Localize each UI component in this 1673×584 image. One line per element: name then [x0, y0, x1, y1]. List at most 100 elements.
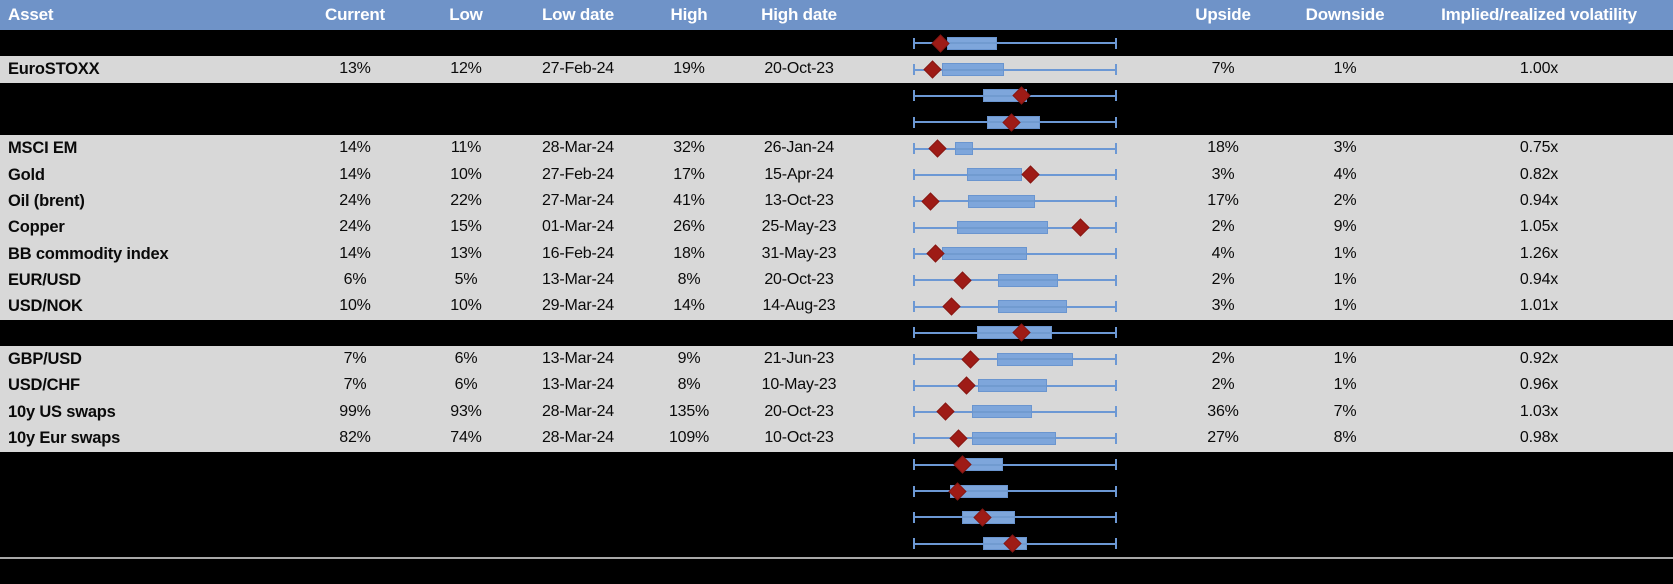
implied-realized-volatility-cell: 1.01x	[1519, 297, 1559, 315]
asset-name-cell	[8, 478, 290, 504]
column-header-current: Current	[325, 5, 385, 24]
high-date-cell	[743, 109, 855, 135]
column-header-implied-realized-volatility: Implied/realized volatility	[1441, 5, 1637, 24]
low-date-cell: 13-Mar-24	[541, 271, 614, 289]
volatility-range-boxplot	[913, 346, 1117, 372]
current-cell	[300, 320, 410, 346]
range-box	[957, 221, 1049, 235]
whisker-cap-left	[913, 274, 915, 286]
high-cell: 17%	[673, 165, 705, 183]
asset-name-cell: Copper	[8, 218, 65, 237]
whisker-line	[913, 463, 1117, 466]
low-cell	[411, 320, 521, 346]
high-date-cell: 10-Oct-23	[764, 429, 834, 447]
asset-name-cell: BB commodity index	[8, 244, 169, 263]
high-cell: 8%	[677, 376, 701, 394]
whisker-cap-right	[1115, 90, 1117, 102]
low-cell	[411, 531, 521, 557]
high-date-cell	[743, 504, 855, 530]
median-line	[958, 226, 1048, 229]
current-value-diamond-marker	[942, 297, 961, 316]
volatility-range-boxplot	[913, 214, 1117, 240]
upside-cell: 2%	[1211, 376, 1235, 394]
low-date-cell: 01-Mar-24	[541, 218, 614, 236]
high-date-cell	[743, 320, 855, 346]
high-cell: 8%	[677, 271, 701, 289]
current-cell	[300, 504, 410, 530]
downside-cell: 3%	[1333, 139, 1357, 157]
current-cell: 7%	[343, 376, 367, 394]
high-date-cell: 15-Apr-24	[764, 165, 834, 183]
asset-name-cell: GBP/USD	[8, 350, 82, 369]
whisker-cap-left	[913, 511, 915, 523]
table-row: USD/CHF 7% 6% 13-Mar-24 8% 10-May-23 2% …	[0, 372, 1673, 399]
table-row: Copper 24% 15% 01-Mar-24 26% 25-May-23 2…	[0, 214, 1673, 241]
volatility-range-boxplot	[913, 425, 1117, 451]
volatility-range-boxplot	[913, 30, 1117, 56]
asset-name-cell	[8, 531, 290, 557]
table-row: USD/NOK 10% 10% 29-Mar-24 14% 14-Aug-23 …	[0, 293, 1673, 320]
bottom-separator-line	[0, 557, 1673, 559]
median-line	[972, 437, 1055, 440]
asset-name-cell	[8, 320, 290, 346]
high-date-cell	[743, 30, 855, 56]
whisker-cap-left	[913, 64, 915, 76]
table-body: EuroSTOXX 13% 12% 27-Feb-24 19% 20-Oct-2…	[0, 30, 1673, 557]
table-row: MSCI EM 14% 11% 28-Mar-24 32% 26-Jan-24 …	[0, 135, 1673, 162]
current-value-diamond-marker	[957, 376, 977, 395]
asset-name-cell	[8, 30, 290, 56]
low-date-cell: 13-Mar-24	[541, 350, 614, 368]
downside-cell	[1288, 504, 1402, 530]
range-box	[978, 379, 1047, 393]
whisker-cap-right	[1115, 116, 1117, 128]
current-cell	[300, 531, 410, 557]
median-line	[969, 200, 1034, 203]
whisker-cap-left	[913, 485, 915, 497]
low-date-cell: 16-Feb-24	[541, 244, 615, 262]
hidden-row	[0, 109, 1673, 136]
low-cell	[411, 452, 521, 478]
median-line	[999, 279, 1058, 282]
column-header-asset: Asset	[8, 5, 54, 24]
range-box	[998, 273, 1059, 287]
whisker-cap-left	[913, 37, 915, 49]
range-box	[968, 194, 1035, 208]
downside-cell: 1%	[1333, 244, 1357, 262]
implied-realized-volatility-cell	[1429, 452, 1649, 478]
low-cell: 15%	[450, 218, 482, 236]
high-date-cell	[743, 531, 855, 557]
upside-cell	[1168, 504, 1278, 530]
upside-cell: 36%	[1207, 402, 1239, 420]
asset-name-cell: MSCI EM	[8, 139, 78, 158]
whisker-cap-right	[1115, 353, 1117, 365]
upside-cell	[1168, 30, 1278, 56]
whisker-cap-left	[913, 222, 915, 234]
implied-realized-volatility-cell: 0.94x	[1519, 271, 1559, 289]
implied-realized-volatility-cell: 0.96x	[1519, 376, 1559, 394]
implied-realized-volatility-cell	[1429, 478, 1649, 504]
low-cell: 10%	[450, 165, 482, 183]
upside-cell: 18%	[1207, 139, 1239, 157]
downside-cell: 4%	[1333, 165, 1357, 183]
high-cell	[635, 30, 743, 56]
volatility-range-boxplot	[913, 135, 1117, 161]
implied-realized-volatility-cell: 0.75x	[1519, 139, 1559, 157]
high-cell: 26%	[673, 218, 705, 236]
upside-cell	[1168, 83, 1278, 109]
whisker-cap-right	[1115, 538, 1117, 550]
current-cell: 82%	[339, 429, 371, 447]
whisker-cap-left	[913, 538, 915, 550]
asset-name-cell	[8, 452, 290, 478]
whisker-line	[913, 490, 1117, 493]
whisker-line	[913, 516, 1117, 519]
table-row: 10y Eur swaps 82% 74% 28-Mar-24 109% 10-…	[0, 425, 1673, 452]
hidden-row	[0, 82, 1673, 110]
whisker-cap-right	[1115, 432, 1117, 444]
implied-realized-volatility-cell	[1429, 504, 1649, 530]
whisker-cap-right	[1115, 459, 1117, 471]
median-line	[999, 305, 1066, 308]
upside-cell: 7%	[1211, 60, 1235, 78]
median-line	[947, 42, 996, 45]
whisker-cap-right	[1115, 248, 1117, 260]
